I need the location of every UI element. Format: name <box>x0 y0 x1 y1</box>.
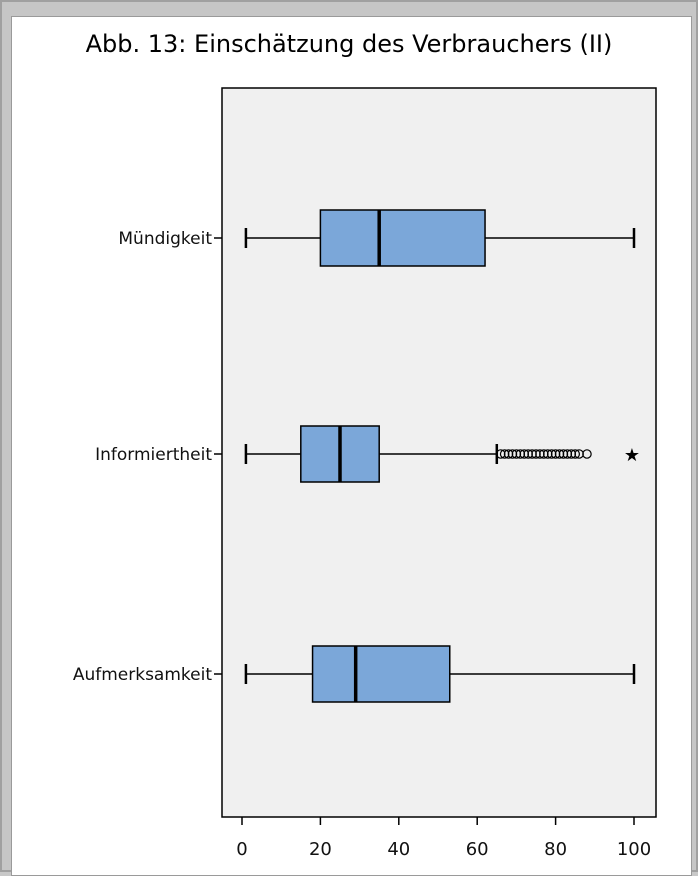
x-tick-label: 60 <box>466 839 489 860</box>
box-group-2: ★ <box>244 425 640 483</box>
x-tick-label: 40 <box>387 839 410 860</box>
x-tick-label: 20 <box>309 839 332 860</box>
chart-title: Abb. 13: Einschätzung des Verbrauchers (… <box>85 30 613 58</box>
iqr-box <box>311 645 451 703</box>
outlier-point <box>582 449 592 459</box>
box-group-1 <box>244 209 636 267</box>
box-group-3 <box>244 645 636 703</box>
x-tick-label: 100 <box>617 839 651 860</box>
iqr-box <box>319 209 486 267</box>
x-tick-label: 0 <box>236 839 247 860</box>
value-axis: 0 20 40 60 80 100 <box>236 817 651 860</box>
category-label: Aufmerksamkeit <box>73 665 212 685</box>
extreme-point: ★ <box>624 445 640 466</box>
x-tick-label: 80 <box>544 839 567 860</box>
category-axis: Mündigkeit Informiertheit Aufmerksamkeit <box>73 229 222 685</box>
outlier-point <box>570 449 580 459</box>
boxplot-marks: ★ <box>244 209 640 703</box>
category-label: Informiertheit <box>95 445 212 465</box>
category-label: Mündigkeit <box>118 229 212 249</box>
